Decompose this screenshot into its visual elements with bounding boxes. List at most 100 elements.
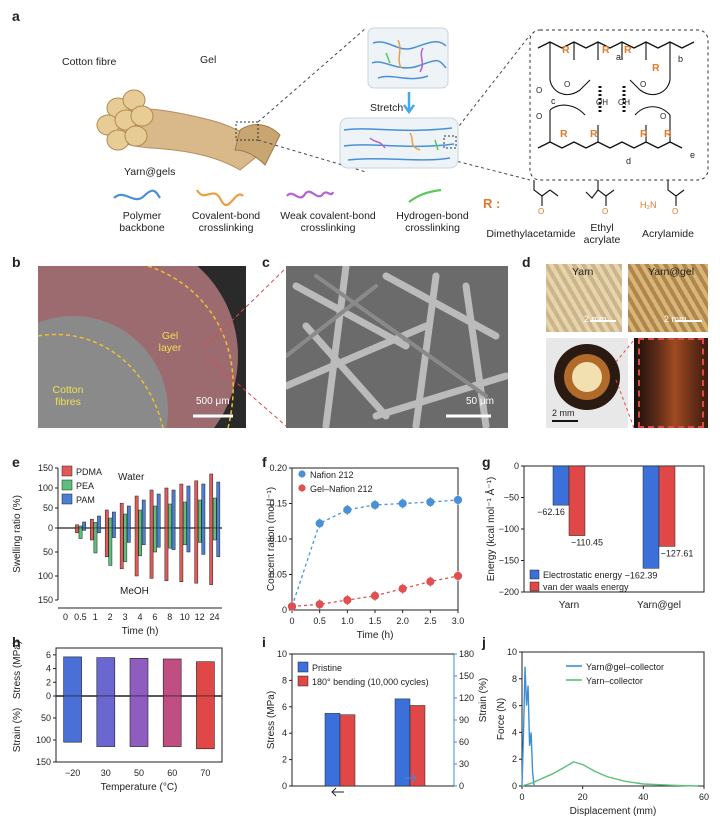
f-legend-marker (298, 484, 306, 492)
scale-d1: 2 mm (584, 314, 607, 324)
gel-layer-label: Gel layer (158, 330, 182, 355)
e-ylabel: Swelling ratio (%) (12, 495, 23, 573)
r-prefix: R : (483, 196, 501, 211)
svg-text:O: O (602, 207, 608, 216)
h-xtick-label: −20 (65, 768, 80, 778)
cotton-fibre-label: Cotton fibre (62, 56, 117, 68)
g-legend-swatch (529, 581, 540, 592)
f-xtick-label: 0.5 (313, 616, 326, 626)
j-series-line (521, 761, 698, 787)
h-ylabel-strain: Strain (%) (12, 708, 23, 752)
g-bar (658, 465, 676, 547)
chem-oh-2: OH (618, 98, 630, 107)
yarn-photo-label: Yarn (572, 266, 594, 278)
r-group-acrylamide: Acrylamide (642, 228, 694, 240)
i-ylabel-left: Stress (MPa) (266, 691, 277, 749)
f-point (343, 505, 352, 514)
f-ylabel: Concent ration (mol l⁻¹) (266, 487, 277, 591)
f-point (426, 497, 435, 507)
panel-letter-g: g (482, 454, 491, 470)
e-bar-meoh (209, 527, 214, 585)
chem-letter-e: e (690, 150, 696, 160)
chem-o-3: O (564, 80, 571, 89)
h-ytick-label: 0 (46, 691, 51, 701)
f-ytick-label: 0.05 (269, 570, 287, 580)
f-point (315, 600, 324, 609)
chem-letter-d: d (626, 156, 632, 166)
chem-o-2: O (536, 112, 543, 121)
f-ytick-label: 0.10 (269, 534, 287, 544)
panel-letter-i: i (262, 634, 266, 650)
i-legend-label: 180° bending (10,000 cycles) (312, 677, 429, 687)
e-bar-meoh (186, 527, 191, 553)
f-ytick-label: 0 (282, 605, 287, 615)
f-point (453, 495, 463, 505)
j-ytick-label: 4 (512, 727, 517, 737)
h-xtick-label: 60 (167, 768, 177, 778)
chem-r-1: R (562, 44, 570, 56)
sem-image-gel-layer (38, 266, 246, 428)
f-point (398, 499, 407, 508)
f-point (343, 595, 352, 605)
e-xtick-label: 1 (93, 612, 98, 622)
h-xtick-label: 50 (134, 768, 144, 778)
g-bar-label: −162.39 (625, 570, 658, 580)
e-xtick-label: 3 (123, 612, 128, 622)
chem-r-7: R (640, 128, 648, 140)
r-group-dimethylacetamide: Dimethylacetamide (486, 228, 576, 240)
i-bar (409, 705, 426, 787)
legend-polymer-backbone: Polymer backbone (119, 210, 165, 235)
panel-letter-f: f (262, 454, 267, 470)
j-ytick-label: 0 (512, 781, 517, 791)
i-bar (339, 714, 356, 787)
e-xtick-label: 6 (152, 612, 157, 622)
e-xtick-label: 0.5 (74, 612, 87, 622)
chem-letter-b: b (678, 54, 684, 64)
g-xtick-label: Yarn (559, 600, 579, 611)
chem-letter-a: a (616, 52, 622, 62)
g-ylabel: Energy (kcal mol⁻¹ Å⁻¹) (484, 477, 497, 581)
e-legend-label: PDMA (76, 467, 102, 477)
j-xtick-label: 0 (519, 792, 524, 802)
legend-polymer-backbone-icon (113, 189, 161, 201)
j-ytick-label: 6 (512, 701, 517, 711)
e-legend-label: PAM (76, 495, 95, 505)
e-bar-meoh (119, 527, 124, 570)
chem-o-5: O (660, 112, 667, 121)
nh2-label: H₂N (640, 200, 657, 210)
sem-image-fibres (286, 266, 508, 428)
legend-weak-covalent-icon (286, 190, 335, 199)
e-bar-meoh (108, 527, 113, 566)
e-bar-meoh (134, 527, 139, 577)
h-ytick-label: 6 (46, 650, 51, 660)
e-bar-meoh (179, 527, 184, 583)
g-ytick-label: −200 (499, 587, 519, 597)
g-bar (568, 465, 586, 536)
f-point (426, 577, 435, 586)
e-bar-meoh (75, 527, 79, 534)
g-ytick-label: 0 (514, 461, 519, 471)
e-ytick-label: 150 (38, 595, 53, 605)
chem-r-3: R (624, 44, 632, 56)
i-ytick-right-label: 120 (459, 693, 474, 703)
i-legend-swatch (297, 675, 309, 687)
f-xtick-label: 2.0 (396, 616, 409, 626)
f-xtick-label: 3.0 (452, 616, 465, 626)
j-xtick-label: 40 (638, 792, 648, 802)
e-bar-meoh (123, 527, 128, 562)
photo-yarn (546, 264, 622, 332)
g-ytick-label: −50 (504, 493, 519, 503)
f-legend-label: Gel–Nafion 212 (310, 484, 373, 494)
e-xtick-label: 4 (137, 612, 142, 622)
panel-letter-e: e (12, 454, 20, 470)
e-xtick-label: 8 (167, 612, 172, 622)
i-legend-swatch (297, 661, 309, 673)
e-xtick-label: 2 (108, 612, 113, 622)
stretch-arrow (402, 92, 416, 115)
legend-covalent: Covalent-bond crosslinking (191, 210, 261, 235)
e-bar-meoh (112, 527, 116, 538)
svg-text:O: O (538, 207, 544, 216)
e-bar-meoh (104, 527, 109, 558)
h-bar-strain (129, 695, 149, 747)
